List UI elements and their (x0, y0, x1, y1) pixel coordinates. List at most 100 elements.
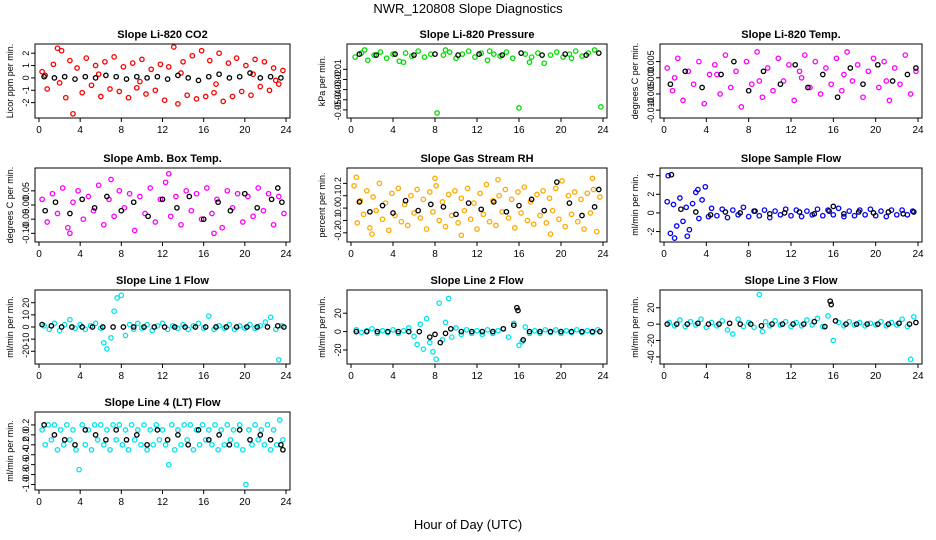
data-point (175, 432, 181, 438)
data-point (216, 432, 222, 438)
data-point (214, 196, 220, 203)
data-point (276, 417, 283, 423)
data-point (92, 432, 99, 438)
data-point (515, 189, 521, 195)
data-point (212, 422, 218, 428)
data-point (759, 94, 766, 101)
data-point (867, 320, 874, 327)
data-point (250, 71, 256, 78)
data-point (411, 52, 417, 58)
data-point (823, 65, 829, 71)
data-point (41, 73, 47, 80)
data-point (573, 326, 580, 333)
data-point (685, 68, 692, 75)
data-point (528, 196, 535, 203)
data-point (120, 324, 127, 330)
data-point (541, 207, 548, 214)
data-point (733, 68, 739, 75)
data-point (731, 58, 737, 65)
data-point (202, 436, 209, 443)
data-point (711, 61, 718, 68)
data-point (281, 210, 287, 217)
data-point (100, 339, 107, 346)
data-point (440, 52, 447, 58)
data-point (186, 193, 193, 200)
data-point (593, 228, 600, 235)
data-point (587, 210, 594, 216)
data-point (275, 81, 282, 87)
x-tick-label: 0 (36, 371, 42, 382)
x-tick-label: 8 (432, 125, 438, 136)
data-point (698, 316, 704, 323)
x-tick-label: 12 (785, 249, 797, 260)
data-point (57, 427, 64, 433)
x-tick-label: 4 (77, 125, 83, 136)
plot-frame (346, 289, 608, 365)
data-point (910, 209, 917, 215)
data-point (528, 54, 535, 60)
data-point (897, 81, 903, 88)
data-point (427, 201, 434, 208)
y-axis-label: kPa per min. (317, 56, 327, 107)
data-point (515, 307, 521, 314)
data-point (834, 94, 841, 101)
data-point (907, 356, 914, 363)
data-point (539, 52, 545, 58)
y-tick-label: 10 (21, 310, 31, 320)
data-point (547, 328, 554, 335)
data-point (113, 436, 120, 443)
data-point (913, 68, 919, 75)
data-point (74, 65, 80, 71)
data-point (247, 436, 253, 443)
data-point (193, 96, 200, 102)
data-point (574, 218, 581, 225)
data-point (756, 78, 763, 84)
data-point (67, 436, 73, 443)
x-tick-label: 0 (661, 249, 667, 260)
data-point (490, 199, 497, 205)
data-point (436, 217, 443, 224)
data-point (762, 318, 769, 325)
data-point (56, 80, 63, 86)
x-tick-label: 24 (912, 125, 924, 136)
data-point (88, 82, 95, 89)
panel-title: Slope Line 4 (LT) Flow (105, 397, 221, 409)
data-point (417, 321, 424, 328)
data-point (48, 322, 55, 329)
data-point (865, 68, 872, 75)
data-point (779, 321, 786, 327)
data-point (729, 207, 736, 213)
data-point (199, 422, 206, 428)
data-point (58, 47, 65, 54)
data-point (434, 110, 440, 116)
data-point (480, 211, 487, 218)
data-point (42, 441, 49, 448)
data-point (224, 422, 231, 428)
data-point (358, 329, 365, 336)
data-point (180, 58, 186, 65)
data-point (79, 324, 86, 330)
data-point (257, 432, 264, 438)
panel-8: Slope Line 2 Flow 0 4 8 12 16 20 24 -20 0 20 ml/min… (317, 275, 609, 382)
data-point (537, 328, 543, 335)
y-tick-label: -0.2 (333, 225, 343, 241)
data-point (274, 185, 281, 191)
data-point (39, 321, 45, 328)
data-point (363, 328, 370, 335)
y-tick-label: 0.1 (333, 189, 343, 202)
data-point (264, 324, 271, 330)
data-point (522, 324, 529, 330)
data-point (200, 216, 207, 223)
data-point (432, 51, 438, 57)
data-point (133, 73, 140, 80)
data-point (719, 318, 726, 324)
data-point (171, 446, 178, 453)
data-point (677, 317, 683, 323)
data-point (154, 427, 161, 433)
series-1 (352, 47, 604, 116)
data-point (798, 213, 805, 220)
data-point (193, 427, 200, 433)
data-point (114, 295, 121, 301)
data-point (764, 65, 771, 71)
